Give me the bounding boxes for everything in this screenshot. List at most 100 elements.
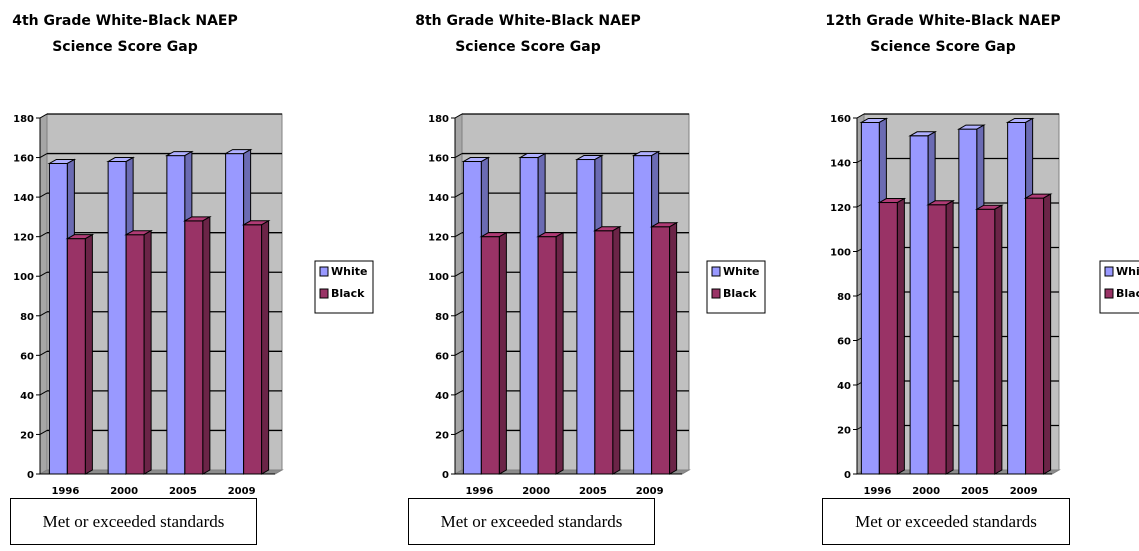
caption-box: Met or exceeded standards — [822, 498, 1070, 545]
bar-black — [649, 221, 679, 475]
bar-front — [125, 234, 145, 475]
bar-side — [202, 215, 211, 475]
bar-front — [184, 220, 204, 475]
y-tick-label: 80 — [20, 312, 34, 323]
y-tick-label: 20 — [20, 430, 34, 441]
y-tick-label: 100 — [830, 248, 851, 259]
bar-black — [926, 199, 956, 475]
x-tick-label: 1996 — [465, 486, 493, 497]
y-tick-label: 160 — [830, 114, 851, 125]
y-tick-label: 140 — [428, 193, 449, 204]
bar-black — [877, 197, 907, 475]
chart-panel-8th-grade: 8th Grade White-Black NAEP Science Score… — [398, 0, 768, 551]
x-tick-label: 2005 — [169, 486, 197, 497]
gridline-side — [856, 113, 865, 119]
bar-front — [927, 204, 947, 475]
legend-swatch — [319, 288, 329, 299]
gridline-side — [454, 153, 463, 158]
bar-front — [1025, 197, 1045, 475]
bar-side — [612, 225, 621, 475]
gridline-side — [39, 430, 48, 435]
bar-front — [976, 208, 996, 475]
y-tick-label: 0 — [442, 470, 449, 481]
y-tick-label: 140 — [13, 193, 34, 204]
bar-side — [498, 231, 507, 475]
x-tick-label: 2005 — [579, 486, 607, 497]
legend: White Black — [1099, 260, 1139, 314]
bar-chart: 0 20 40 60 80 100 120 140 160 180 1996 2000 2005 2009… — [428, 113, 766, 497]
bar-side — [994, 204, 1003, 475]
y-tick-label: 0 — [27, 470, 34, 481]
bar-side — [669, 221, 678, 475]
bar-black — [479, 231, 509, 475]
y-tick-label: 60 — [837, 337, 851, 348]
side-wall — [454, 113, 463, 475]
bar-front — [243, 224, 263, 475]
bar-front — [166, 155, 186, 475]
y-tick-label: 160 — [428, 154, 449, 165]
bar-front — [860, 121, 880, 475]
chart-title: 4th Grade White-Black NAEP Science Score… — [12, 13, 238, 55]
bar-black — [182, 215, 212, 475]
legend: White Black — [706, 260, 766, 314]
bar-black — [974, 204, 1004, 475]
bar-front — [958, 128, 978, 475]
y-tick-label: 60 — [435, 351, 449, 362]
side-wall — [39, 113, 48, 475]
legend-swatch — [319, 266, 329, 277]
chart-panel-12th-grade: 12th Grade White-Black NAEP Science Scor… — [812, 0, 1139, 551]
bar-front — [537, 236, 557, 475]
y-tick-label: 120 — [13, 233, 34, 244]
bar-front — [576, 159, 596, 475]
bar-front — [878, 202, 898, 475]
bar-black — [536, 231, 566, 475]
gridline-side — [39, 113, 48, 119]
chart-panel-4th-grade: 4th Grade White-Black NAEP Science Score… — [0, 0, 374, 551]
legend-label: Black — [1116, 287, 1139, 300]
bar-front — [1007, 121, 1027, 475]
y-tick-label: 120 — [428, 233, 449, 244]
legend-label: White — [331, 265, 367, 278]
bar-chart: 0 20 40 60 80 100 120 140 160 1996 2000 2005 2009 Whi… — [830, 113, 1139, 497]
x-tick-label: 2009 — [228, 486, 256, 497]
caption-text: Met or exceeded standards — [42, 512, 225, 531]
bar-black — [592, 225, 622, 475]
bar-front — [225, 153, 245, 475]
gridline-side — [454, 113, 463, 119]
gridline-side — [39, 153, 48, 158]
x-tick-label: 1996 — [863, 486, 891, 497]
bar-black — [1023, 193, 1053, 475]
gridline-side — [454, 350, 463, 356]
bar-side — [896, 197, 905, 475]
x-tick-label: 1996 — [51, 486, 79, 497]
bar-front — [48, 162, 68, 475]
legend-swatch — [1104, 288, 1114, 299]
bar-side — [945, 199, 954, 475]
y-tick-label: 40 — [435, 391, 449, 402]
legend-swatch — [1104, 266, 1114, 277]
bar-black — [124, 229, 154, 475]
bar-chart: 0 20 40 60 80 100 120 140 160 180 1996 2000 2005 2009… — [13, 113, 374, 497]
bar-front — [66, 238, 86, 475]
bar-black — [65, 233, 95, 475]
y-tick-label: 140 — [830, 159, 851, 170]
chart-title: 8th Grade White-Black NAEP Science Score… — [415, 13, 641, 55]
y-tick-label: 100 — [428, 272, 449, 283]
y-tick-label: 20 — [435, 430, 449, 441]
gridline-side — [39, 192, 48, 198]
bar-front — [909, 135, 929, 475]
bar-side — [555, 231, 564, 475]
y-tick-label: 100 — [13, 272, 34, 283]
y-tick-label: 0 — [844, 470, 851, 481]
y-tick-label: 80 — [837, 292, 851, 303]
y-tick-label: 180 — [13, 114, 34, 125]
gridline-side — [454, 271, 463, 277]
y-tick-label: 160 — [13, 154, 34, 165]
gridline-side — [454, 232, 463, 238]
legend: White Black — [314, 260, 374, 314]
x-tick-label: 2000 — [912, 486, 940, 497]
x-tick-label: 2000 — [522, 486, 550, 497]
caption-text: Met or exceeded standards — [440, 512, 623, 531]
gridline-side — [39, 232, 48, 238]
gridline-side — [39, 311, 48, 317]
